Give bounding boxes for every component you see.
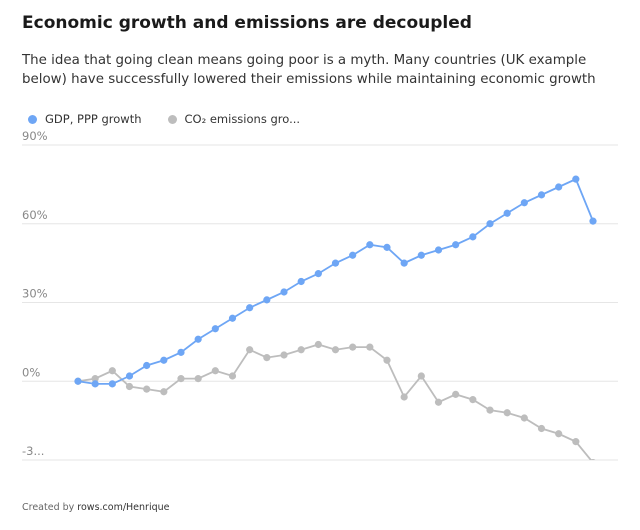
series-gdp [74,175,597,388]
legend-dot-co2 [167,114,177,124]
gdp-point[interactable] [383,243,391,251]
legend-item-co2[interactable]: CO₂ emissions gro... [162,112,301,126]
co2-point[interactable] [160,388,168,396]
legend-label-co2: CO₂ emissions gro... [184,112,301,126]
gdp-point[interactable] [228,314,237,322]
gdp-point[interactable] [246,304,254,312]
co2-point[interactable] [246,346,254,354]
co2-point[interactable] [572,438,580,446]
co2-point[interactable] [211,367,219,375]
footer-credit: Created by rows.com/Henrique [22,502,170,513]
gdp-point[interactable] [434,246,443,254]
gdp-point[interactable] [108,380,116,388]
x-tick-label: 1990 [63,469,92,470]
co2-point[interactable] [589,459,596,466]
y-tick-label: 90% [22,130,48,143]
co2-point[interactable] [349,343,357,351]
line-chart: 90% 60% 30% 0% -3... 1990 1995 2000 2005 2010 2015… [22,130,618,470]
gdp-point[interactable] [503,209,511,217]
co2-point[interactable] [452,390,460,398]
co2-point[interactable] [228,372,237,380]
co2-point[interactable] [143,385,151,393]
co2-point[interactable] [297,346,305,354]
gdp-point[interactable] [143,361,151,370]
co2-point[interactable] [469,396,477,404]
co2-point[interactable] [91,375,99,383]
co2-point[interactable] [537,424,546,433]
x-tick-label: 1995 [149,469,178,470]
co2-point[interactable] [366,343,374,351]
co2-point[interactable] [383,356,391,364]
gdp-point[interactable] [520,199,528,207]
co2-point[interactable] [520,414,528,422]
gdp-point[interactable] [160,356,168,364]
y-tick-label: 0% [22,365,40,379]
x-tick-label: 2010 [407,469,436,470]
x-tick-label: 2000 [235,469,264,470]
legend: GDP, PPP growth CO₂ emissions gro... [22,112,320,126]
co2-point[interactable] [108,367,116,375]
co2-point[interactable] [331,346,340,354]
gdp-point[interactable] [331,259,340,267]
co2-point[interactable] [434,398,443,406]
co2-point[interactable] [314,340,322,349]
series-co2 [74,340,596,466]
gdp-point[interactable] [366,241,374,249]
gdp-point[interactable] [469,233,477,241]
footer-prefix: Created by [22,502,78,513]
y-tick-label: -3... [22,444,44,458]
co2-point[interactable] [555,430,563,438]
gdp-point[interactable] [572,175,580,183]
legend-label-gdp: GDP, PPP growth [45,112,142,126]
footer-source-link[interactable]: rows.com/Henrique [77,502,170,513]
x-tick-label: 2005 [321,469,350,470]
y-tick-label: 60% [22,208,48,222]
gdp-point[interactable] [194,335,202,343]
co2-point[interactable] [417,372,425,380]
co2-point[interactable] [263,354,271,362]
y-tick-label: 30% [22,287,48,301]
gdp-point[interactable] [589,217,597,225]
gdp-point[interactable] [211,325,219,333]
gdp-point[interactable] [486,220,494,228]
gdp-point[interactable] [349,251,357,259]
co2-point[interactable] [125,382,134,391]
co2-point[interactable] [194,375,202,383]
gdp-point[interactable] [452,241,460,249]
gdp-point[interactable] [125,372,134,380]
chart-subtitle: The idea that going clean means going po… [22,53,596,87]
gdp-point[interactable] [280,288,288,296]
x-tick-label: 2015 [493,469,522,470]
gdp-point[interactable] [314,270,322,278]
gdp-point[interactable] [400,259,408,267]
co2-point[interactable] [503,409,511,417]
x-tick-label: 2020 [578,469,607,470]
legend-dot-gdp [28,114,37,124]
co2-point[interactable] [486,406,494,414]
co2-point[interactable] [177,375,185,383]
co2-point[interactable] [400,393,408,401]
co2-point[interactable] [280,351,288,359]
gdp-point[interactable] [177,348,185,356]
chart-title: Economic growth and emissions are decoup… [22,13,472,33]
gdp-point[interactable] [555,183,563,191]
gdp-point[interactable] [91,380,99,388]
gdp-point[interactable] [74,377,82,385]
gdp-point[interactable] [537,191,546,199]
gdp-point[interactable] [417,251,425,259]
legend-item-gdp[interactable]: GDP, PPP growth [22,112,142,126]
gdp-point[interactable] [297,277,305,286]
gdp-point[interactable] [263,296,271,304]
